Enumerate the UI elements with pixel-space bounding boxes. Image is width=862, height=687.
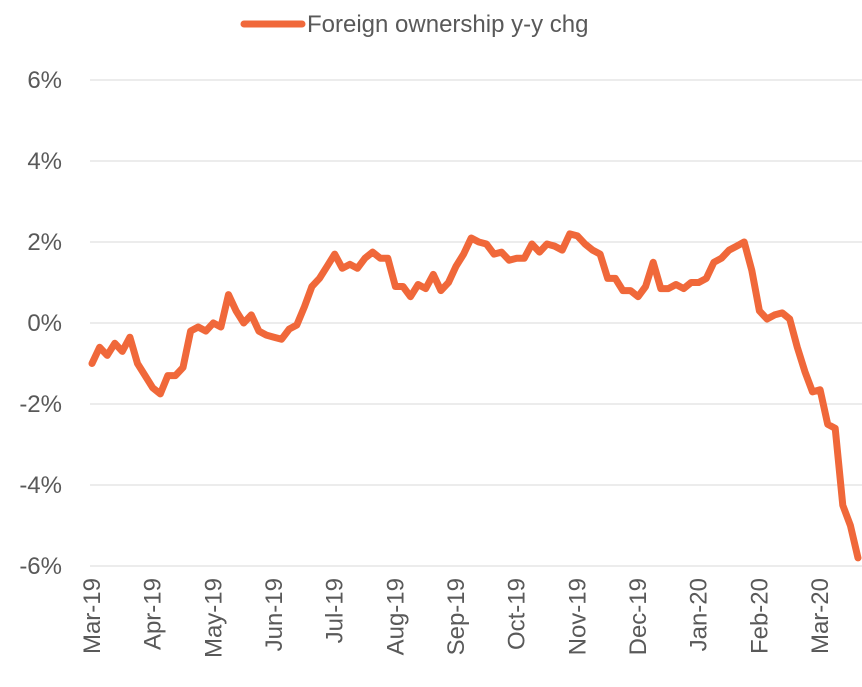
y-tick-label: 2% — [27, 229, 62, 256]
x-tick-label: Mar-19 — [79, 578, 106, 654]
x-tick-label: Dec-19 — [625, 578, 652, 655]
x-tick-label: Sep-19 — [443, 578, 470, 655]
x-tick-label: Oct-19 — [504, 578, 531, 650]
x-tick-label: Mar-20 — [807, 578, 834, 654]
x-tick-label: May-19 — [200, 578, 227, 658]
y-tick-label: 0% — [27, 310, 62, 337]
legend-label: Foreign ownership y-y chg — [307, 11, 588, 38]
y-tick-label: 4% — [27, 148, 62, 175]
x-tick-label: Jan-20 — [686, 578, 713, 651]
x-tick-label: Nov-19 — [564, 578, 591, 655]
y-tick-label: -2% — [19, 391, 62, 418]
data-line — [88, 230, 862, 562]
y-tick-label: 6% — [27, 67, 62, 94]
x-tick-label: Jul-19 — [322, 578, 349, 643]
y-tick-label: -4% — [19, 472, 62, 499]
x-tick-label: Jun-19 — [261, 578, 288, 651]
y-tick-label: -6% — [19, 553, 62, 580]
x-tick-label: Apr-19 — [140, 578, 167, 650]
x-tick-label: Aug-19 — [382, 578, 409, 655]
x-tick-label: Feb-20 — [746, 578, 773, 654]
